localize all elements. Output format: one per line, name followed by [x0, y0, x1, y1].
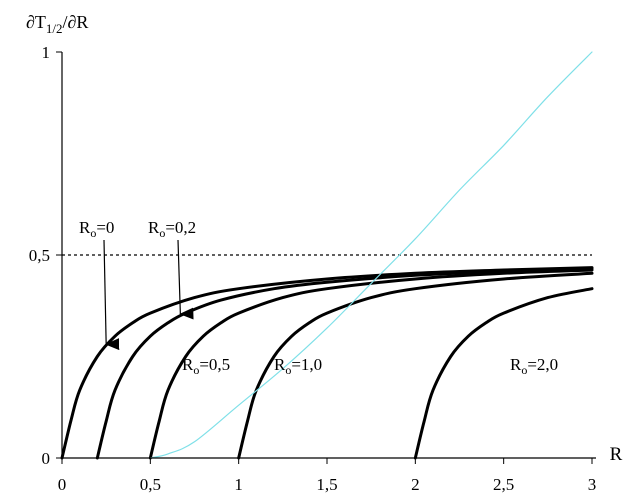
x-tick-label: 1 [234, 475, 243, 494]
x-tick-label: 3 [588, 475, 597, 494]
series-line-reference [149, 51, 593, 459]
series-label-r0-1: Ro=1,0 [274, 355, 322, 377]
series-line-r0-0-5 [148, 268, 594, 460]
x-tick-label: 2,5 [493, 475, 514, 494]
y-axis-title: ∂T1/2/∂R [26, 12, 88, 36]
labels-layer: 0 0,5 1 1,5 2 2,5 3 0 0,5 1 ∂T1/2/∂R R Ro=0 Ro=0,2 Ro=… [26, 12, 623, 494]
series-label-r0-0-5: Ro=0,5 [182, 355, 230, 377]
y-tick-label: 0,5 [29, 246, 50, 265]
series-line-r0-0 [60, 266, 594, 460]
x-tick-label: 0,5 [140, 475, 161, 494]
series-label-r0-2: Ro=2,0 [510, 355, 558, 377]
x-tick-label: 0 [58, 475, 67, 494]
y-tick-label: 0 [42, 449, 51, 468]
series-layer [60, 51, 594, 460]
x-tick-label: 1,5 [316, 475, 337, 494]
x-axis-title: R [610, 444, 623, 465]
y-tick-label: 1 [42, 43, 51, 62]
series-label-r0-0-2: Ro=0,2 [148, 218, 196, 240]
series-line-r0-2 [413, 287, 594, 460]
annotation-arrow [103, 239, 120, 351]
axes-layer [56, 51, 596, 464]
x-tick-label: 2 [411, 475, 420, 494]
series-label-r0-0: Ro=0 [79, 218, 114, 240]
series-line-r0-1 [237, 271, 594, 460]
annotation-arrow [177, 239, 194, 320]
